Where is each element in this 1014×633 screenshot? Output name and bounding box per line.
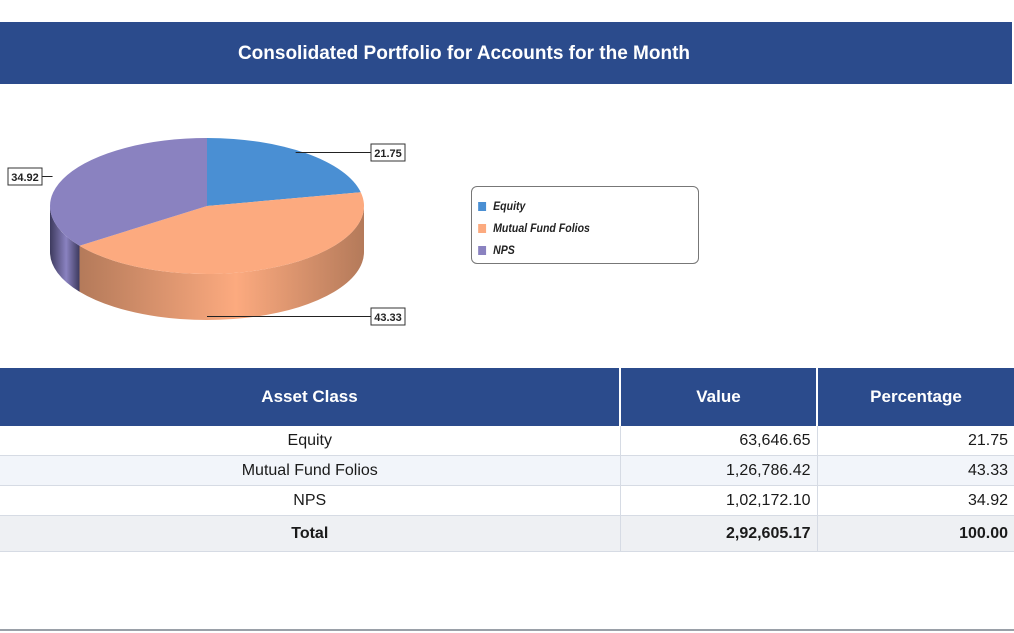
pie-side-2 <box>50 206 80 292</box>
data-label-box-1 <box>370 307 406 326</box>
asset-class-cell: Equity <box>0 426 621 456</box>
data-label-box-2 <box>7 167 43 186</box>
column-header-percentage: Percentage <box>817 368 1014 426</box>
data-label-0: 21.75 <box>374 148 402 160</box>
legend-swatch-nps <box>478 245 487 255</box>
pie-labels: 21.75 43.33 34.92 <box>7 143 406 326</box>
column-header-value: Value <box>620 368 818 426</box>
percentage-cell: 21.75 <box>817 426 1014 456</box>
legend-item-equity: Equity <box>472 195 671 217</box>
total-percentage-cell: 100.00 <box>817 515 1014 552</box>
pie-sides <box>50 206 365 320</box>
report-title: Consolidated Portfolio for Accounts for … <box>237 43 691 64</box>
portfolio-pie-chart: 21.75 43.33 34.92 <box>7 138 406 326</box>
data-label-1: 43.33 <box>374 312 402 324</box>
portfolio-table: Asset Class Value Percentage Equity 63,6… <box>0 368 1014 552</box>
data-label-box-0 <box>370 143 406 162</box>
table-row: Mutual Fund Folios 1,26,786.42 43.33 <box>0 455 1014 486</box>
pie-tops <box>50 138 365 275</box>
report-title-bar: Consolidated Portfolio for Accounts for … <box>0 22 1012 84</box>
total-value-cell: 2,92,605.17 <box>620 515 818 552</box>
asset-class-cell: NPS <box>0 485 621 516</box>
legend-swatch-equity <box>478 201 487 211</box>
value-cell: 63,646.65 <box>620 426 818 456</box>
legend-swatch-mutual-fund-folios <box>478 223 487 233</box>
legend-label-mutual-fund-folios: Mutual Fund Folios <box>493 221 590 235</box>
total-label-cell: Total <box>0 515 621 552</box>
percentage-cell: 43.33 <box>817 455 1014 486</box>
pie-slice-mutual-fund-folios <box>79 192 365 275</box>
pie-side-1 <box>79 206 365 320</box>
table-row: NPS 1,02,172.10 34.92 <box>0 485 1014 516</box>
legend-label-equity: Equity <box>493 199 526 213</box>
pie-slice-nps <box>50 138 208 246</box>
asset-class-cell: Mutual Fund Folios <box>0 455 621 486</box>
table-header-row: Asset Class Value Percentage <box>0 368 1014 426</box>
legend-item-nps: NPS <box>472 239 671 261</box>
value-cell: 1,26,786.42 <box>620 455 818 486</box>
total-row: Total 2,92,605.17 100.00 <box>0 515 1014 552</box>
column-header-asset-class: Asset Class <box>0 368 621 426</box>
pie-slice-equity <box>207 138 361 206</box>
table-row: Equity 63,646.65 21.75 <box>0 426 1014 456</box>
page-footer-divider <box>0 629 1014 631</box>
legend-label-nps: NPS <box>493 243 515 257</box>
chart-legend: Equity Mutual Fund Folios NPS <box>471 186 699 264</box>
data-label-2: 34.92 <box>11 172 39 184</box>
value-cell: 1,02,172.10 <box>620 485 818 516</box>
legend-item-mutual-fund-folios: Mutual Fund Folios <box>472 217 671 239</box>
percentage-cell: 34.92 <box>817 485 1014 516</box>
